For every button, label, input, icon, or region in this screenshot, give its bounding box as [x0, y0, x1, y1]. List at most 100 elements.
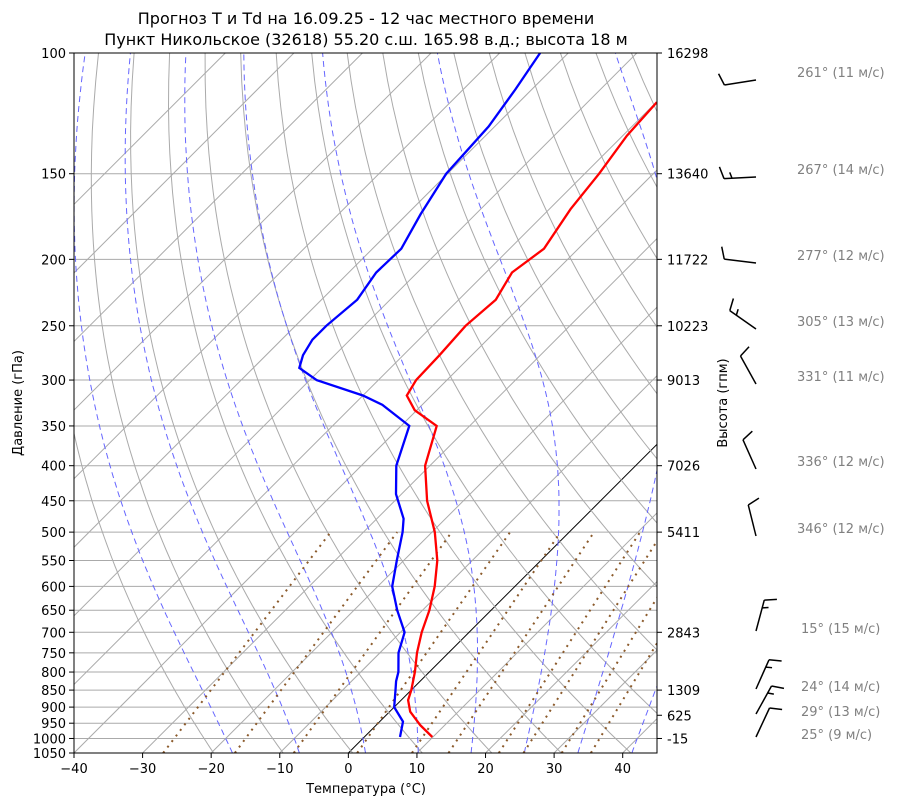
temperature-line — [407, 102, 657, 737]
y-tick-label: 750 — [41, 647, 66, 662]
dry-adiabat — [312, 53, 701, 753]
chart-title-line2: Пункт Никольское (32618) 55.20 с.ш. 165.… — [104, 30, 627, 49]
y-axis-label: Давление (гПа) — [11, 350, 26, 456]
wind-barb-staff — [756, 600, 764, 631]
isotherm — [417, 53, 900, 753]
wind-barb-flag — [769, 660, 782, 661]
y-tick-label: 1000 — [33, 732, 66, 747]
x-tick-label: −20 — [197, 762, 224, 777]
dry-adiabat — [418, 53, 900, 753]
wind-barb-half — [736, 309, 738, 315]
x-tick-label: −30 — [129, 762, 156, 777]
x-tick-label: 10 — [409, 762, 426, 777]
wind-barb-flag — [719, 74, 725, 85]
isotherm — [143, 53, 843, 753]
dry-adiabat — [454, 53, 900, 753]
wind-label: 15° (15 м/с) — [801, 622, 880, 637]
wind-label: 336° (12 м/с) — [797, 455, 885, 470]
dewpoint-line — [299, 53, 540, 737]
y-tick-label: 200 — [41, 253, 66, 268]
y-tick-label: 450 — [41, 495, 66, 510]
y-tick-label: 500 — [41, 526, 66, 541]
moist-adiabat — [185, 53, 366, 753]
wind-barb-half — [768, 693, 774, 694]
moist-adiabat — [632, 53, 853, 753]
moist-adiabat — [125, 53, 299, 753]
wind-barb-flag — [740, 347, 749, 356]
moist-adiabat — [244, 53, 418, 753]
dry-adiabat — [596, 53, 900, 753]
wind-label: 331° (11 м/с) — [797, 370, 885, 385]
y-tick-label: 650 — [41, 604, 66, 619]
y-tick-label: 150 — [41, 168, 66, 183]
height-tick-label: -15 — [667, 732, 688, 747]
moist-adiabat — [74, 53, 232, 753]
wind-label: 305° (13 м/с) — [797, 315, 885, 330]
mixing-ratio-line — [499, 532, 640, 753]
y-tick-label: 850 — [41, 684, 66, 699]
isotherm — [623, 53, 900, 753]
dry-adiabat — [525, 53, 900, 753]
background-lines — [0, 53, 900, 753]
isotherm — [0, 53, 637, 753]
wind-barb — [740, 347, 756, 384]
wind-barbs: 261° (11 м/с)267° (14 м/с)277° (12 м/с)3… — [719, 66, 885, 743]
x-axis-label: Температура (°C) — [305, 782, 426, 797]
x-tick-label: −40 — [60, 762, 87, 777]
dry-adiabat — [703, 53, 900, 753]
chart-title-line1: Прогноз T и Td на 16.09.25 - 12 час мест… — [138, 9, 594, 28]
wind-barb-staff — [724, 80, 756, 85]
height-tick-label: 5411 — [667, 526, 700, 541]
wind-label: 29° (13 м/с) — [801, 705, 880, 720]
dry-adiabat — [738, 53, 900, 753]
y-tick-label: 800 — [41, 666, 66, 681]
height-tick-label: 7026 — [667, 460, 700, 475]
height-tick-label: 625 — [667, 709, 692, 724]
wind-barb-flag — [730, 299, 734, 311]
isotherm — [0, 53, 225, 753]
wind-barb-flag — [770, 708, 783, 709]
moist-adiabat — [437, 53, 559, 753]
wind-barb-flag — [772, 686, 784, 688]
wind-barb — [719, 167, 756, 179]
wind-label: 24° (14 м/с) — [801, 680, 880, 695]
y-tick-label: 700 — [41, 626, 66, 641]
x-tick-label: 40 — [614, 762, 631, 777]
y-tick-label: 1050 — [33, 747, 66, 762]
wind-barb-half — [730, 172, 732, 178]
wind-label: 277° (12 м/с) — [797, 249, 885, 264]
height-tick-label: 11722 — [667, 253, 708, 268]
wind-barb-flag — [748, 498, 759, 505]
dry-adiabat — [131, 53, 353, 753]
wind-label: 267° (14 м/с) — [797, 163, 885, 178]
dry-adiabat — [631, 53, 900, 753]
y-tick-label: 950 — [41, 717, 66, 732]
height-tick-label: 16298 — [667, 47, 708, 62]
wind-label: 25° (9 м/с) — [801, 728, 872, 743]
mixing-ratio-line — [163, 532, 330, 753]
wind-barb — [730, 299, 756, 329]
height-tick-label: 2843 — [667, 626, 700, 641]
y-tick-label: 550 — [41, 555, 66, 570]
wind-barb-staff — [756, 708, 770, 737]
wind-barb — [722, 247, 756, 263]
isotherm — [5, 53, 705, 753]
wind-barb-staff — [730, 311, 756, 329]
mixing-ratio-line — [524, 532, 663, 753]
wind-barb-staff — [743, 440, 756, 469]
dry-adiabat — [809, 53, 900, 753]
wind-barb — [719, 74, 756, 85]
wind-barb — [743, 431, 756, 469]
wind-barb — [756, 660, 782, 689]
wind-barb-flag — [743, 431, 752, 440]
wind-barb-staff — [756, 660, 769, 689]
y-tick-label: 350 — [41, 420, 66, 435]
wind-label: 346° (12 м/с) — [797, 522, 885, 537]
wind-barb-staff — [724, 177, 756, 179]
y-tick-label: 300 — [41, 374, 66, 389]
wind-barb-staff — [724, 259, 756, 263]
height-tick-label: 13640 — [667, 168, 708, 183]
x-tick-label: 20 — [477, 762, 494, 777]
